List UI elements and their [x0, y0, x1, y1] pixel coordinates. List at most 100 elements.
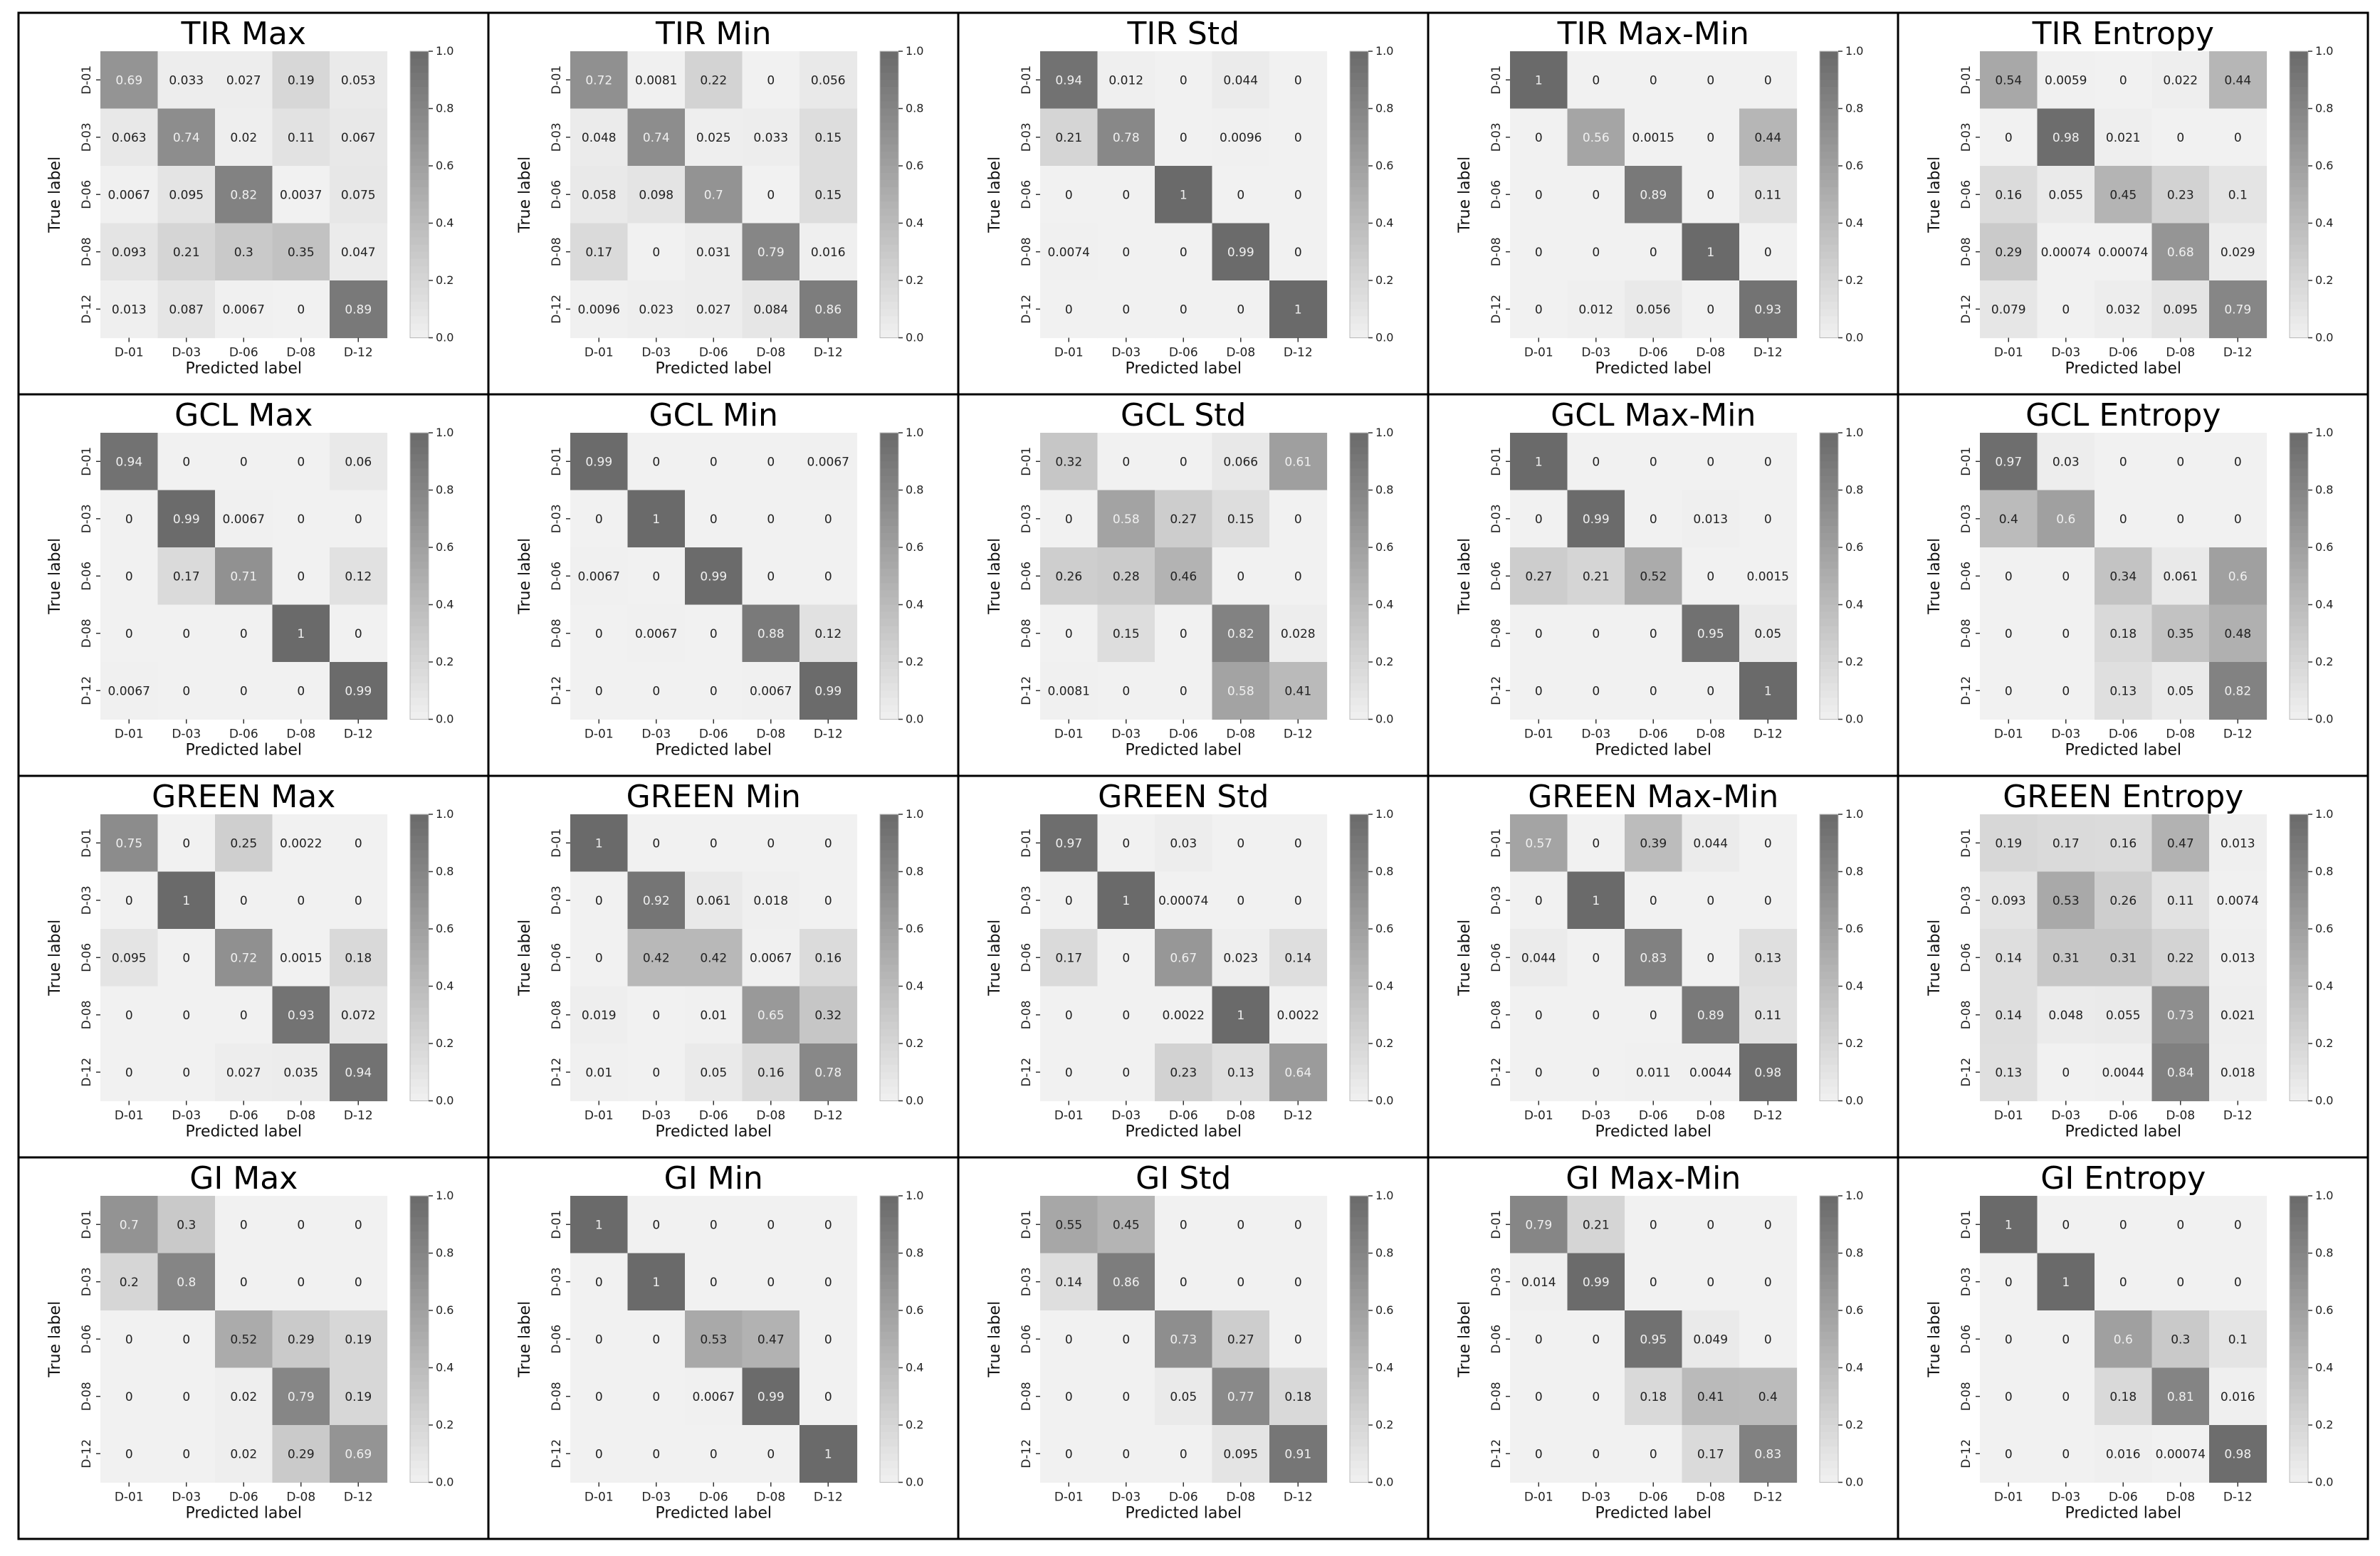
colorbar-segment: [880, 1325, 898, 1332]
colorbar-segment: [1350, 144, 1368, 152]
cell-value: 0: [240, 684, 248, 698]
x-tick-label: D-12: [2223, 727, 2253, 742]
cell-value: 0: [182, 684, 190, 698]
cell-value: 0: [1535, 188, 1543, 202]
y-axis-label: True label: [46, 157, 64, 233]
colorbar-segment: [410, 1281, 429, 1290]
panel-title: TIR Min: [655, 16, 772, 52]
colorbar-segment: [2290, 1303, 2308, 1311]
cell-value: 0.01: [700, 1009, 727, 1023]
cell-value: 0: [1764, 73, 1772, 88]
colorbar-segment: [1350, 1044, 1368, 1051]
colorbar-segment: [1820, 576, 1838, 584]
colorbar-segment: [1350, 237, 1368, 246]
x-tick-label: D-08: [2166, 727, 2195, 742]
cell-value: 0.52: [230, 1332, 257, 1347]
cell-value: 0.013: [2221, 836, 2255, 851]
heatmap-cell: [330, 166, 388, 224]
cell-value: 0.13: [1227, 1066, 1254, 1080]
colorbar-segment: [1350, 1360, 1368, 1369]
colorbar-segment: [880, 237, 898, 246]
y-tick-label: D-03: [550, 885, 564, 915]
heatmap-cell: [2209, 1196, 2268, 1254]
x-tick-label: D-08: [756, 727, 785, 742]
colorbar-segment: [880, 1374, 898, 1383]
heatmap-cell: [100, 929, 159, 987]
colorbar-tick-label: 0.2: [2315, 655, 2333, 668]
cell-value: 0.093: [1991, 894, 2026, 908]
cell-value: 0.16: [814, 951, 842, 965]
heatmap-cell: [1040, 1310, 1099, 1369]
heatmap-cell: [627, 1310, 686, 1369]
heatmap-cell: [1510, 1253, 1568, 1311]
heatmap-cell: [157, 986, 216, 1044]
cell-value: 0.063: [112, 131, 147, 145]
cell-value: 0.73: [1170, 1332, 1197, 1347]
x-axis-label: Predicted label: [1595, 742, 1711, 759]
cell-value: 0.58: [1113, 512, 1140, 527]
colorbar-tick-label: 0.2: [436, 1418, 454, 1431]
y-axis-label: True label: [46, 920, 64, 997]
heatmap-cell: [1567, 433, 1625, 491]
cell-value: 0.89: [345, 303, 372, 317]
colorbar-segment: [1350, 295, 1368, 303]
cell-value: 0: [652, 1009, 660, 1023]
colorbar-segment: [1350, 979, 1368, 987]
colorbar-segment: [1820, 1079, 1838, 1088]
colorbar-segment: [1820, 1210, 1838, 1218]
x-tick-label: D-03: [641, 346, 671, 360]
colorbar-segment: [1350, 1000, 1368, 1009]
cell-value: 1: [1535, 73, 1543, 88]
colorbar-segment: [410, 497, 429, 505]
y-tick-label: D-03: [1489, 504, 1504, 533]
y-tick-label: D-12: [1959, 1439, 1973, 1468]
heatmap-cell: [1097, 108, 1155, 167]
x-tick-label: D-12: [1753, 1109, 1783, 1123]
x-tick-label: D-08: [1696, 1491, 1725, 1505]
panel-title: GI Max: [189, 1160, 298, 1197]
panel-title: GI Entropy: [2040, 1160, 2206, 1197]
heatmap-cell: [800, 986, 858, 1044]
y-tick-label: D-08: [1489, 1382, 1504, 1411]
cell-value: 0.032: [2106, 303, 2141, 317]
heatmap-cell: [1155, 1310, 1213, 1369]
cell-value: 0.044: [1521, 951, 1556, 965]
colorbar-segment: [1820, 871, 1838, 880]
heatmap-cell: [570, 490, 629, 548]
heatmap-cell: [800, 280, 858, 339]
cell-value: 0.47: [2167, 836, 2194, 851]
colorbar-tick-label: 1.0: [436, 426, 454, 439]
heatmap-cell: [2095, 662, 2153, 720]
heatmap-cell: [1097, 1196, 1155, 1254]
colorbar-segment: [1820, 122, 1838, 131]
cell-value: 0: [1764, 836, 1772, 851]
colorbar-tick-label: 0.0: [906, 1094, 923, 1108]
colorbar-segment: [1820, 1325, 1838, 1332]
colorbar-tick-label: 0.8: [1375, 102, 1393, 115]
colorbar-segment: [2290, 1007, 2308, 1016]
heatmap-cell: [2151, 166, 2210, 224]
colorbar-segment: [410, 58, 429, 66]
colorbar-segment: [1350, 1295, 1368, 1304]
cell-value: 0.99: [700, 569, 727, 584]
colorbar-segment: [2290, 1051, 2308, 1058]
heatmap-cell: [1212, 547, 1270, 606]
colorbar-segment: [410, 986, 429, 994]
colorbar-segment: [1350, 115, 1368, 124]
cell-value: 0: [1650, 73, 1657, 88]
heatmap-cell: [1682, 166, 1740, 224]
colorbar-segment: [1820, 1260, 1838, 1268]
colorbar-segment: [410, 483, 429, 491]
heatmap-cell: [2095, 490, 2153, 548]
y-tick-label: D-12: [550, 1439, 564, 1468]
heatmap-cell: [157, 1196, 216, 1254]
colorbar-segment: [1350, 698, 1368, 706]
colorbar-segment: [880, 871, 898, 880]
colorbar-segment: [2290, 814, 2308, 822]
heatmap-cell: [627, 51, 686, 110]
colorbar-tick-label: 0.0: [1375, 331, 1393, 345]
cell-value: 0.98: [2053, 131, 2080, 145]
cell-value: 0.055: [2048, 188, 2083, 202]
colorbar-segment: [1820, 821, 1838, 829]
colorbar-segment: [410, 871, 429, 880]
